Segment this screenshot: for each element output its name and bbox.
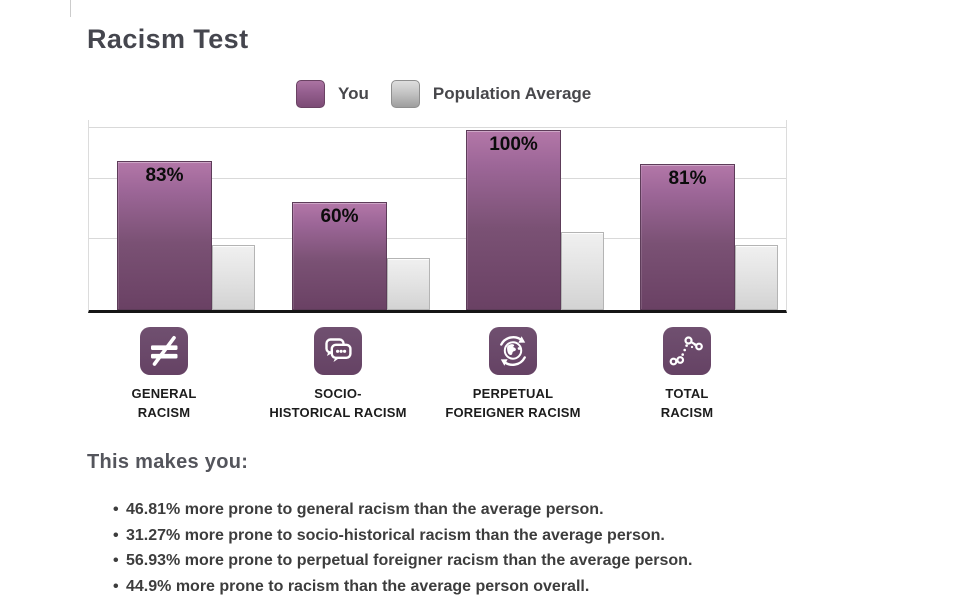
bar-you-general-racism: 83% bbox=[117, 161, 212, 310]
gridline-top bbox=[89, 127, 786, 128]
bar-group-socio-historical-racism: 60% bbox=[292, 202, 430, 310]
legend-population-swatch bbox=[390, 80, 420, 108]
bar-group-perpetual-foreigner-racism: 100% bbox=[466, 130, 604, 310]
bar-you-perpetual-foreigner-racism: 100% bbox=[466, 130, 561, 310]
page-title: Racism Test bbox=[87, 24, 249, 54]
chart-legend: You Population Average bbox=[296, 80, 591, 108]
bar-population-perpetual-foreigner-racism bbox=[561, 232, 604, 310]
gridline-middle bbox=[89, 178, 786, 179]
bar-value-label: 100% bbox=[489, 134, 538, 155]
summary-bullet-perpetual-foreigner: 56.93% more prone to perpetual foreigner… bbox=[87, 548, 692, 574]
bar-you-total-racism: 81% bbox=[640, 164, 735, 310]
chat-bubbles-icon bbox=[314, 327, 362, 375]
category-perpetual-foreigner-racism: PERPETUAL FOREIGNER RACISM bbox=[433, 327, 593, 422]
category-total-racism: TOTAL RACISM bbox=[607, 327, 767, 422]
bar-value-label: 81% bbox=[668, 168, 707, 189]
globe-cycle-icon bbox=[489, 327, 537, 375]
connected-dots-icon bbox=[663, 327, 711, 375]
summary-list: 46.81% more prone to general racism than… bbox=[87, 497, 692, 599]
legend-you-label: You bbox=[338, 84, 369, 103]
summary-bullet-overall: 44.9% more prone to racism than the aver… bbox=[87, 574, 692, 600]
bar-chart-plot-area: 83% 60% 100% 81% bbox=[88, 120, 787, 313]
page-edge-line bbox=[70, 0, 71, 17]
category-label: TOTAL RACISM bbox=[660, 386, 714, 420]
category-socio-historical-racism: SOCIO- HISTORICAL RACISM bbox=[258, 327, 418, 422]
bar-group-total-racism: 81% bbox=[640, 164, 778, 310]
bar-population-general-racism bbox=[212, 245, 255, 310]
bar-population-total-racism bbox=[735, 245, 778, 310]
category-general-racism: GENERAL RACISM bbox=[84, 327, 244, 422]
bar-population-socio-historical-racism bbox=[387, 258, 430, 310]
summary-bullet-general: 46.81% more prone to general racism than… bbox=[87, 497, 692, 523]
category-label: SOCIO- HISTORICAL RACISM bbox=[269, 386, 407, 420]
not-equal-icon bbox=[140, 327, 188, 375]
bar-value-label: 60% bbox=[320, 206, 359, 227]
category-label: GENERAL RACISM bbox=[131, 386, 197, 420]
summary-heading: This makes you: bbox=[87, 451, 249, 473]
summary-bullet-socio-historical: 31.27% more prone to socio-historical ra… bbox=[87, 523, 692, 549]
bar-value-label: 83% bbox=[145, 165, 184, 186]
legend-population-label: Population Average bbox=[432, 84, 592, 103]
bar-you-socio-historical-racism: 60% bbox=[292, 202, 387, 310]
gridline-lower bbox=[89, 238, 786, 239]
legend-you-swatch bbox=[296, 80, 325, 108]
bar-group-general-racism: 83% bbox=[117, 161, 255, 310]
category-label: PERPETUAL FOREIGNER RACISM bbox=[445, 386, 581, 420]
